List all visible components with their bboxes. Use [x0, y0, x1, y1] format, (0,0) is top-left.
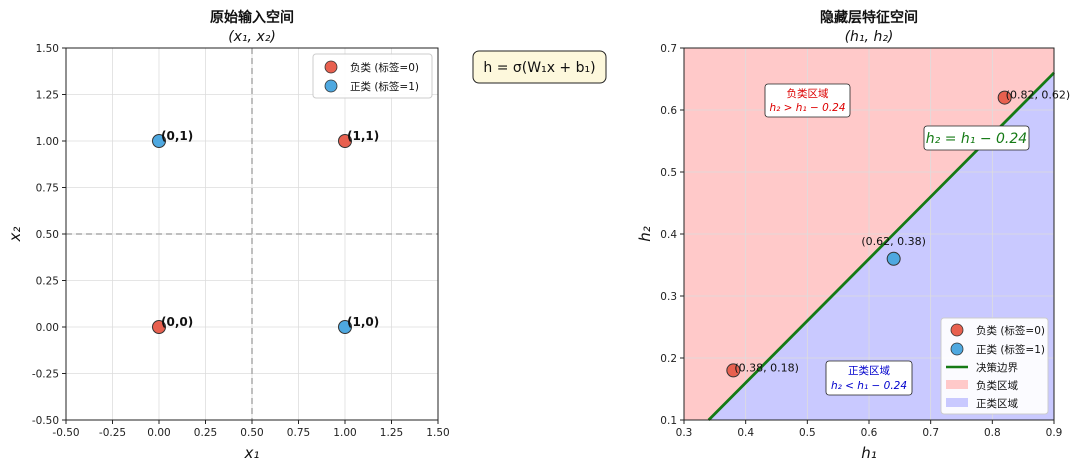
positive-region-name: 正类区域: [848, 364, 890, 377]
boundary-equation-text: h₂ = h₁ − 0.24: [926, 131, 1027, 147]
data-point-negative: [726, 363, 741, 378]
left-y-axis-label: x₂: [6, 227, 24, 243]
point-label: (0,1): [161, 129, 193, 143]
negative-region-name: 负类区域: [787, 87, 829, 100]
data-point-negative: [152, 320, 166, 334]
input-space-panel: 原始输入空间 (x₁, x₂) -0.50 -0.25 0.00 0.25 0.50 0.…: [6, 9, 450, 462]
x-tick-label: 0.25: [194, 427, 217, 439]
left-chart-subtitle: (x₁, x₂): [228, 29, 276, 45]
x-tick-label: -0.50: [52, 427, 79, 439]
right-chart-title: 隐藏层特征空间: [820, 9, 918, 26]
y-tick-label: 0.00: [36, 322, 59, 334]
left-legend-negative-label: 负类 (标签=0): [350, 61, 419, 74]
point-label: (0.62, 0.38): [861, 235, 926, 248]
x-tick-label: 0.6: [861, 427, 878, 439]
y-tick-label: 0.2: [660, 353, 677, 365]
data-point-positive: [886, 251, 901, 266]
right-y-axis-label: h₂: [636, 226, 654, 242]
formula-box-frame: [472, 50, 607, 84]
x-tick-label: 0.5: [799, 427, 816, 439]
y-tick-label: 1.50: [36, 43, 59, 55]
x-tick-label: 1.50: [426, 427, 449, 439]
point-label: (1,0): [347, 315, 379, 329]
right-chart-subtitle: (h₁, h₂): [845, 29, 894, 45]
x-tick-label: 1.00: [333, 427, 356, 439]
right-legend-positive-marker: [950, 342, 964, 356]
right-legend-positive-label: 正类 (标签=1): [976, 343, 1045, 356]
right-ticks: 0.3 0.4 0.5 0.6 0.7 0.8 0.9 0.1 0.2 0.3 0.4 0.5 0.6 0…: [660, 43, 1062, 439]
point-label: (0.38, 0.18): [734, 361, 799, 374]
positive-region-note: 正类区域 h₂ < h₁ − 0.24: [825, 360, 913, 396]
x-tick-label: 0.7: [922, 427, 939, 439]
y-tick-label: 0.1: [660, 415, 677, 427]
right-legend-negative-region-label: 负类区域: [976, 379, 1018, 392]
y-tick-label: -0.25: [32, 369, 59, 381]
right-legend-boundary-label: 决策边界: [976, 361, 1018, 374]
left-legend: 负类 (标签=0) 正类 (标签=1): [312, 53, 433, 99]
y-tick-label: 0.75: [36, 183, 59, 195]
right-legend-box: [940, 317, 1049, 415]
left-legend-positive-label: 正类 (标签=1): [350, 80, 419, 93]
boundary-equation-box: [923, 125, 1030, 151]
x-tick-label: 0.50: [240, 427, 263, 439]
y-tick-label: 0.50: [36, 229, 59, 241]
x-tick-label: 0.4: [737, 427, 754, 439]
right-points: (0.38, 0.18) (0.82, 0.62) (0.62, 0.38): [726, 89, 1071, 378]
x-tick-label: -0.25: [99, 427, 126, 439]
x-tick-label: 0.00: [147, 427, 170, 439]
y-tick-label: 1.25: [36, 90, 59, 102]
point-label: (1,1): [347, 129, 379, 143]
y-tick-label: 0.7: [660, 43, 677, 55]
x-tick-label: 1.25: [380, 427, 403, 439]
y-tick-label: 0.3: [660, 291, 677, 303]
left-ticks: -0.50 -0.25 0.00 0.25 0.50 0.75 1.00 1.25 1.50 -0…: [32, 43, 450, 439]
right-legend: 负类 (标签=0) 正类 (标签=1) 决策边界 负类区域 正类区域: [940, 317, 1049, 415]
y-tick-label: 0.25: [36, 276, 59, 288]
x-tick-label: 0.9: [1046, 427, 1063, 439]
negative-region-note-box: [764, 83, 851, 118]
y-tick-label: 0.4: [660, 229, 677, 241]
left-x-axis-label: x₁: [244, 444, 260, 462]
point-label: (0.82, 0.62): [1006, 89, 1071, 102]
right-x-axis-label: h₁: [861, 444, 877, 462]
right-legend-positive-region-label: 正类区域: [976, 397, 1018, 410]
x-tick-label: 0.3: [676, 427, 693, 439]
left-chart-title: 原始输入空间: [210, 9, 294, 26]
data-point-positive: [338, 320, 352, 334]
boundary-equation-note: h₂ = h₁ − 0.24: [923, 125, 1030, 151]
data-point-positive: [152, 134, 166, 148]
hidden-space-panel: 隐藏层特征空间 (h₁, h₂) 0.3 0.4 0.5 0.6 0.7 0.8 0.90.…: [636, 9, 1070, 462]
y-tick-label: 0.6: [660, 105, 677, 117]
y-tick-label: 1.00: [36, 136, 59, 148]
negative-region-note: 负类区域 h₂ > h₁ − 0.24: [764, 83, 851, 118]
formula-box: h = σ(W₁x + b₁): [472, 50, 607, 84]
left-reference-lines: [66, 48, 438, 420]
right-legend-negative-region-marker: [946, 380, 968, 389]
y-tick-label: 0.5: [660, 167, 677, 179]
right-legend-positive-region-marker: [946, 398, 968, 407]
left-legend-box: [312, 53, 433, 99]
formula-text: h = σ(W₁x + b₁): [483, 60, 595, 76]
left-legend-negative-marker: [324, 60, 338, 74]
data-point-negative: [338, 134, 352, 148]
data-point-negative: [997, 90, 1012, 105]
left-points: (0,0) (0,1) (1,0) (1,1): [152, 129, 379, 334]
x-tick-label: 0.75: [287, 427, 310, 439]
right-legend-negative-marker: [950, 323, 964, 337]
right-legend-negative-label: 负类 (标签=0): [976, 324, 1045, 337]
positive-region-rule: h₂ < h₁ − 0.24: [831, 380, 907, 392]
negative-region-rule: h₂ > h₁ − 0.24: [769, 102, 845, 114]
left-legend-positive-marker: [324, 79, 338, 93]
point-label: (0,0): [161, 315, 193, 329]
positive-region-note-box: [825, 360, 913, 396]
y-tick-label: -0.50: [32, 415, 59, 427]
x-tick-label: 0.8: [984, 427, 1001, 439]
